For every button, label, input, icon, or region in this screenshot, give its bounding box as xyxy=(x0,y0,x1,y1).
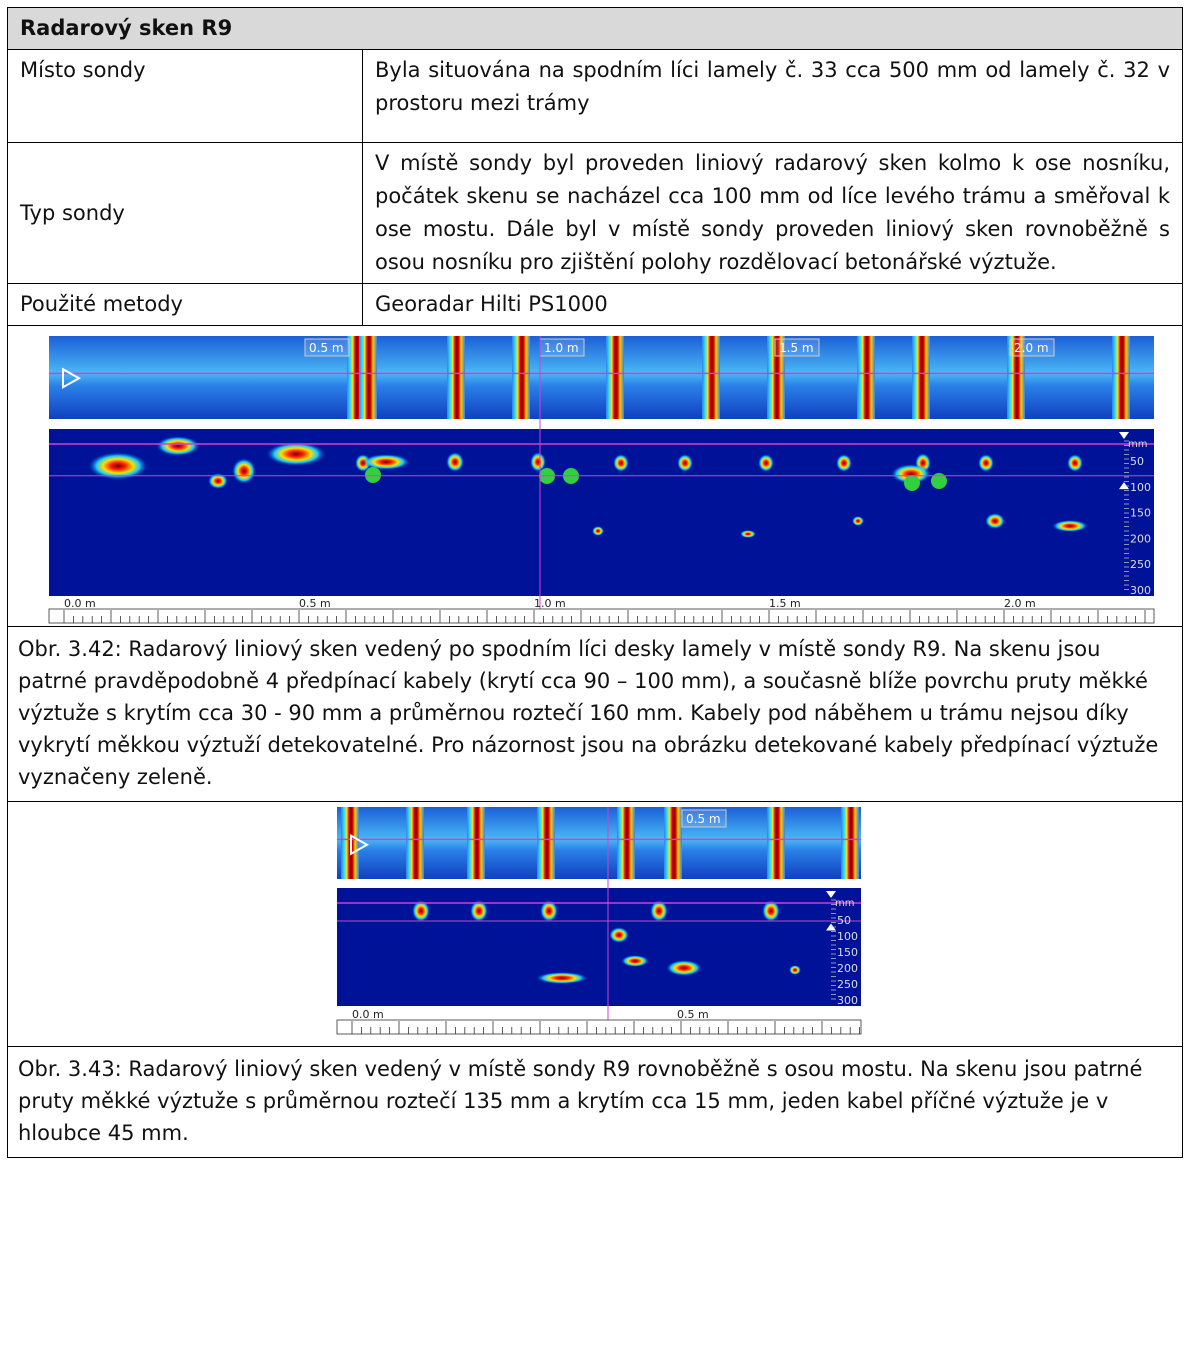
figure-row: 0.5 m mm 50 100 150 200 250 300 0.0 m 0.5 m xyxy=(8,802,1183,1047)
depth-label: 250 xyxy=(1130,558,1151,571)
page: Radarový sken R9 Místo sondy Byla situov… xyxy=(0,0,1184,1358)
depth-label: 200 xyxy=(837,962,858,975)
row-value: Byla situována na spodním líci lamely č.… xyxy=(363,50,1183,143)
ruler xyxy=(337,1020,861,1034)
reflection xyxy=(592,526,604,536)
row-value: Georadar Hilti PS1000 xyxy=(363,284,1183,326)
reflection xyxy=(613,454,629,472)
distance-label: 0.5 m xyxy=(309,341,344,355)
depth-label: 100 xyxy=(1130,481,1151,494)
distance-label: 0.5 m xyxy=(686,812,721,826)
reflection-band xyxy=(1112,336,1130,419)
reflection-band xyxy=(702,336,720,419)
reflection xyxy=(836,454,852,472)
radar-scan: 0.5 m mm 50 100 150 200 250 300 0.0 m 0.5 m xyxy=(8,802,1181,1046)
figure-caption: Obr. 3.43: Radarový liniový sken vedený … xyxy=(8,1047,1183,1158)
ruler-label: 1.0 m xyxy=(534,597,566,610)
reflection xyxy=(740,530,756,538)
reflection-band xyxy=(359,336,377,419)
ruler-label: 0.0 m xyxy=(352,1008,384,1021)
caption-row: Obr. 3.42: Radarový liniový sken vedený … xyxy=(8,627,1183,802)
row: Typ sondy V místě sondy byl proveden lin… xyxy=(8,143,1183,284)
figure-caption: Obr. 3.42: Radarový liniový sken vedený … xyxy=(8,627,1183,802)
depth-label: 300 xyxy=(1130,584,1151,597)
row-value: V místě sondy byl proveden liniový radar… xyxy=(363,143,1183,284)
caption-row: Obr. 3.43: Radarový liniový sken vedený … xyxy=(8,1047,1183,1158)
reflection xyxy=(1052,520,1088,532)
reflection-band xyxy=(406,807,424,879)
reflection xyxy=(677,454,693,472)
reflection xyxy=(536,972,588,984)
header-row: Radarový sken R9 xyxy=(8,8,1183,50)
reflection-band xyxy=(606,336,624,419)
depth-unit: mm xyxy=(1128,439,1147,450)
reflection-band xyxy=(857,336,875,419)
reflection xyxy=(232,458,256,484)
reflection-band xyxy=(912,336,930,419)
reflection xyxy=(758,454,774,472)
reflection xyxy=(621,955,649,967)
tendon-marker xyxy=(365,467,381,483)
distance-label: 1.0 m xyxy=(544,341,579,355)
reflection xyxy=(1067,454,1083,472)
row-label: Typ sondy xyxy=(8,143,363,284)
reflection xyxy=(666,960,702,976)
reflection xyxy=(446,452,464,472)
reflection xyxy=(362,454,410,470)
scan-strip xyxy=(49,336,1154,419)
depth-label: 50 xyxy=(837,914,851,927)
reflection xyxy=(609,927,629,943)
reflection-band xyxy=(447,336,465,419)
reflection xyxy=(156,436,200,456)
row: Použité metody Georadar Hilti PS1000 xyxy=(8,284,1183,326)
ruler-label: 2.0 m xyxy=(1004,597,1036,610)
ruler-label: 0.0 m xyxy=(64,597,96,610)
scan-panel xyxy=(49,429,1154,596)
depth-label: 50 xyxy=(1130,455,1144,468)
reflection-band xyxy=(767,807,785,879)
row-label: Místo sondy xyxy=(8,50,363,143)
figure-row: 0.5 m 1.0 m 1.5 m 2.0 m mm 50 100 150 200 250 300 0… xyxy=(8,326,1183,627)
probe-table: Radarový sken R9 Místo sondy Byla situov… xyxy=(7,7,1183,1158)
depth-unit: mm xyxy=(835,898,854,909)
ruler-label: 0.5 m xyxy=(299,597,331,610)
reflection-band xyxy=(664,807,682,879)
tendon-marker xyxy=(904,475,920,491)
figure-cell: 0.5 m 1.0 m 1.5 m 2.0 m mm 50 100 150 200 250 300 0… xyxy=(8,326,1183,627)
depth-label: 150 xyxy=(837,946,858,959)
reflection xyxy=(266,442,326,466)
reflection-band xyxy=(617,807,635,879)
reflection-band xyxy=(537,807,555,879)
ruler-label: 1.5 m xyxy=(769,597,801,610)
depth-label: 300 xyxy=(837,994,858,1007)
row-label: Použité metody xyxy=(8,284,363,326)
reflection xyxy=(978,454,994,472)
reflection xyxy=(985,513,1005,529)
reflection-band xyxy=(512,336,530,419)
reflection-band xyxy=(841,807,859,879)
depth-label: 250 xyxy=(837,978,858,991)
distance-label: 1.5 m xyxy=(779,341,814,355)
reflection-band xyxy=(467,807,485,879)
reflection xyxy=(789,965,801,975)
depth-label: 100 xyxy=(837,930,858,943)
table-title: Radarový sken R9 xyxy=(8,8,1183,50)
reflection xyxy=(852,516,864,526)
depth-label: 150 xyxy=(1130,507,1151,520)
radar-scan: 0.5 m 1.0 m 1.5 m 2.0 m mm 50 100 150 200 250 300 0… xyxy=(8,326,1181,626)
row: Místo sondy Byla situována na spodním lí… xyxy=(8,50,1183,143)
figure-cell: 0.5 m mm 50 100 150 200 250 300 0.0 m 0.5 m xyxy=(8,802,1183,1047)
distance-label: 2.0 m xyxy=(1014,341,1049,355)
depth-label: 200 xyxy=(1130,532,1151,545)
ruler-label: 0.5 m xyxy=(677,1008,709,1021)
